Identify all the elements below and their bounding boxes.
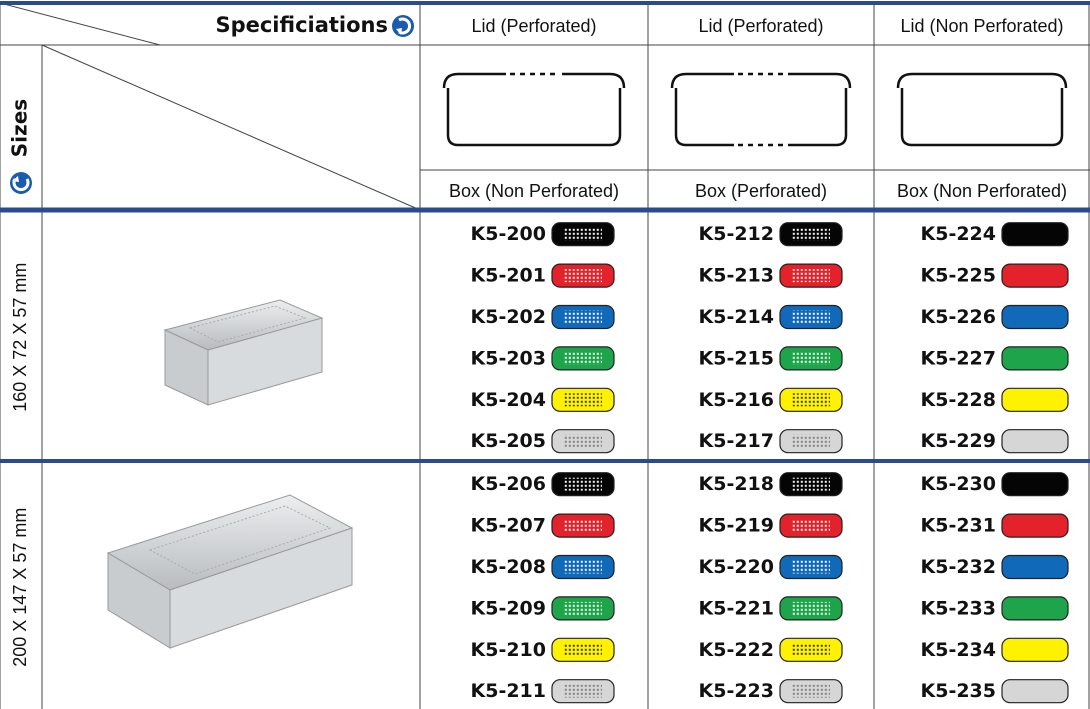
product-code[interactable]: K5-220 [699, 556, 775, 578]
product-code[interactable]: K5-211 [471, 680, 547, 702]
perforation-pattern [564, 643, 602, 657]
perforation-pattern [792, 560, 830, 574]
product-code[interactable]: K5-223 [699, 680, 775, 702]
product-code[interactable]: K5-206 [471, 473, 547, 495]
product-code[interactable]: K5-205 [471, 430, 547, 452]
color-swatch [1001, 263, 1069, 288]
perforation-pattern [564, 310, 602, 324]
lid-label: Lid (Non Perforated) [900, 16, 1063, 36]
product-code[interactable]: K5-221 [699, 597, 775, 619]
product-code[interactable]: K5-226 [921, 306, 997, 328]
product-code[interactable]: K5-218 [699, 473, 775, 495]
arrow-icon [392, 15, 414, 37]
product-code[interactable]: K5-231 [921, 515, 997, 537]
perforation-pattern [792, 643, 830, 657]
perforation-pattern [564, 560, 602, 574]
color-swatch [1001, 596, 1069, 621]
color-swatch [1001, 554, 1069, 580]
container-diagram [670, 72, 852, 147]
perforation-pattern [564, 393, 602, 407]
box-label: Box (Perforated) [695, 181, 827, 201]
perforation-pattern [792, 434, 830, 448]
lid-outline [896, 72, 1068, 89]
perforation-pattern [792, 351, 830, 365]
perforation-pattern [792, 269, 830, 283]
product-code[interactable]: K5-207 [471, 515, 547, 537]
product-code[interactable]: K5-213 [699, 265, 775, 287]
perforation-pattern [564, 477, 602, 491]
box-label: Box (Non Perforated) [897, 181, 1067, 201]
perforation-pattern [792, 477, 830, 491]
perforation-pattern [564, 519, 602, 533]
lid-outline [442, 72, 626, 89]
product-code[interactable]: K5-229 [921, 430, 997, 452]
perforation-pattern [792, 393, 830, 407]
product-code[interactable]: K5-201 [471, 265, 547, 287]
separators [0, 1, 1090, 463]
lid-label: Lid (Perforated) [698, 16, 823, 36]
product-code[interactable]: K5-202 [471, 306, 547, 328]
product-code[interactable]: K5-228 [921, 389, 997, 411]
product-code[interactable]: K5-200 [471, 223, 547, 245]
box-outline [900, 88, 1064, 147]
color-swatch [1001, 304, 1069, 330]
perforation-pattern [792, 227, 830, 241]
color-swatch [1001, 637, 1069, 662]
lid-label: Lid (Perforated) [471, 16, 596, 36]
product-code[interactable]: K5-212 [699, 223, 775, 245]
product-code[interactable]: K5-214 [699, 306, 775, 328]
color-swatch [1001, 222, 1069, 247]
perforation-pattern [564, 434, 602, 448]
product-code[interactable]: K5-217 [699, 430, 775, 452]
box-label: Box (Non Perforated) [449, 181, 619, 201]
product-code[interactable]: K5-234 [921, 639, 997, 661]
product-code[interactable]: K5-216 [699, 389, 775, 411]
lid-outline [670, 72, 852, 89]
product-code[interactable]: K5-209 [471, 597, 547, 619]
perforation-pattern [564, 684, 602, 698]
product-code[interactable]: K5-224 [921, 223, 997, 245]
product-code[interactable]: K5-230 [921, 473, 997, 495]
product-code[interactable]: K5-235 [921, 680, 997, 702]
sizes-label: Sizes [8, 99, 32, 157]
color-swatch [1001, 513, 1069, 538]
perforation-pattern [792, 684, 830, 698]
color-swatch [1001, 472, 1069, 497]
perforation-pattern [792, 310, 830, 324]
color-swatch [1001, 679, 1069, 704]
spec-label: Specificiations [215, 13, 388, 37]
content: Lid (Perforated) Box (Non Perforated) Lid … [10, 16, 1069, 704]
size-label: 200 X 147 X 57 mm [10, 508, 30, 667]
product-image [106, 299, 354, 649]
color-swatch [1001, 429, 1069, 454]
product-code[interactable]: K5-222 [699, 639, 775, 661]
product-code[interactable]: K5-232 [921, 556, 997, 578]
product-code[interactable]: K5-208 [471, 556, 547, 578]
color-swatch [1001, 346, 1069, 371]
container-diagram [896, 72, 1068, 147]
box-outline [446, 88, 622, 147]
product-code[interactable]: K5-225 [921, 265, 997, 287]
perforation-pattern [564, 351, 602, 365]
size-label: 160 X 72 X 57 mm [10, 263, 30, 412]
product-code[interactable]: K5-233 [921, 597, 997, 619]
arrow-icon [10, 172, 32, 194]
product-code[interactable]: K5-215 [699, 347, 775, 369]
container-diagram [442, 72, 626, 147]
product-code[interactable]: K5-219 [699, 515, 775, 537]
product-code[interactable]: K5-203 [471, 347, 547, 369]
product-code[interactable]: K5-227 [921, 347, 997, 369]
product-code[interactable]: K5-204 [471, 389, 547, 411]
color-swatch [1001, 387, 1069, 412]
perforation-pattern [792, 519, 830, 533]
product-code[interactable]: K5-210 [471, 639, 547, 661]
perforation-pattern [564, 601, 602, 615]
perforation-pattern [792, 601, 830, 615]
perforation-pattern [564, 269, 602, 283]
perforation-pattern [564, 227, 602, 241]
box-outline [674, 88, 848, 147]
